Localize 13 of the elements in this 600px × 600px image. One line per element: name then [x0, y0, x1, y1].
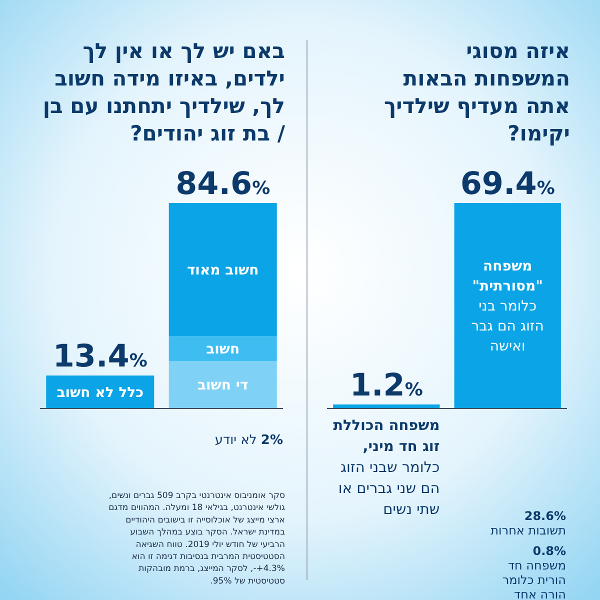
text: סקר אומניבוס אינטרנטי בקרב 509 גברים ונשים, גולשי אינטרנט, בגילאי 18 ומעלה. המהווים מדגם ארצי מייצג של אוכלוסייה זו בישובים היהודיים במדינת ישראל. הסקר בוצע במהלך השבוע הרביעי של חודש יולי 2019. טווח השגיאה הסטטיסטית המרבית בנסיבות דגימה זו הוא 4.3%+-, לסקר המייצג, ברמת מובהקות סטטיסטית של 95%. — [108, 491, 286, 586]
series-label: כלל לא חשוב — [56, 384, 144, 401]
series-label: משפחה הכוללת זוג חד מיני, כלומר שבני הזוג הם שני גברים או שתי נשים — [333, 418, 440, 518]
series-label: משפחה "מסורתית" כלומר בני הזוג הם גבר ואישה — [471, 258, 544, 354]
chart-title: באם יש לך או אין לך ילדים, באיזו מידה חשוב לך, שילדיך יתחתנו עם בן / בת זוג יהודים? — [42, 39, 286, 146]
total-label: 84.6% — [176, 166, 270, 202]
chart-title: איזה מסוגי המשפחות הבאות אתה מעדיף שילדיך יקימו? — [384, 39, 570, 146]
series-label: די חשוב — [197, 377, 248, 394]
data-label: 69.4% — [460, 166, 555, 202]
series-label: חשוב מאוד — [186, 262, 259, 279]
data-label: 13.4% — [52, 338, 148, 375]
data-label: 1.2% — [350, 367, 423, 404]
series-label: חשוב — [206, 342, 240, 358]
